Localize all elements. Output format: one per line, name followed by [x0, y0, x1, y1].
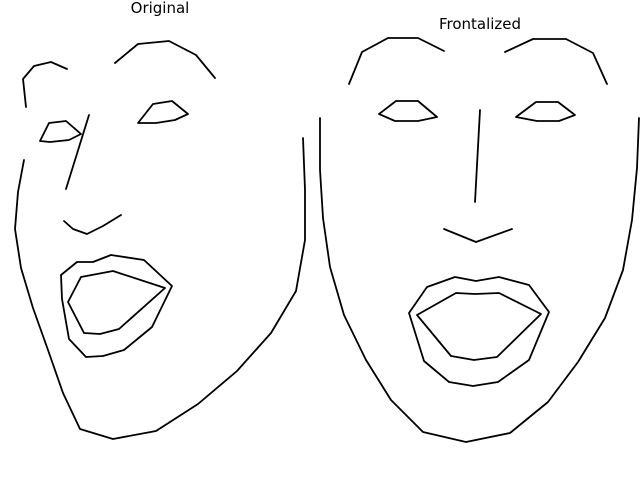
- original-inner-lip: [67, 270, 166, 335]
- original-panel: Original: [14, 0, 306, 440]
- original-nose-bridge: [65, 114, 90, 190]
- original-jaw-contour: [14, 137, 306, 440]
- original-outer-lip: [60, 254, 173, 358]
- frontalized-right-eyebrow: [504, 38, 608, 85]
- original-left-eye: [39, 120, 82, 143]
- original-panel-title: Original: [131, 0, 190, 17]
- frontalized-inner-lip: [416, 292, 542, 361]
- frontalized-right-eye: [515, 101, 576, 122]
- original-right-eye: [137, 100, 189, 124]
- frontalized-nostrils: [443, 228, 513, 243]
- frontalized-panel: Frontalized: [319, 15, 640, 443]
- frontalized-left-eyebrow: [348, 37, 445, 85]
- original-right-eyebrow: [114, 40, 216, 79]
- frontalized-nose-bridge: [474, 109, 481, 203]
- frontalized-jaw-contour: [319, 117, 640, 443]
- frontalized-panel-title: Frontalized: [439, 15, 521, 33]
- original-left-eyebrow: [22, 61, 68, 108]
- frontalized-outer-lip: [408, 276, 550, 387]
- original-nostrils: [63, 214, 122, 235]
- frontalized-left-eye: [378, 100, 438, 122]
